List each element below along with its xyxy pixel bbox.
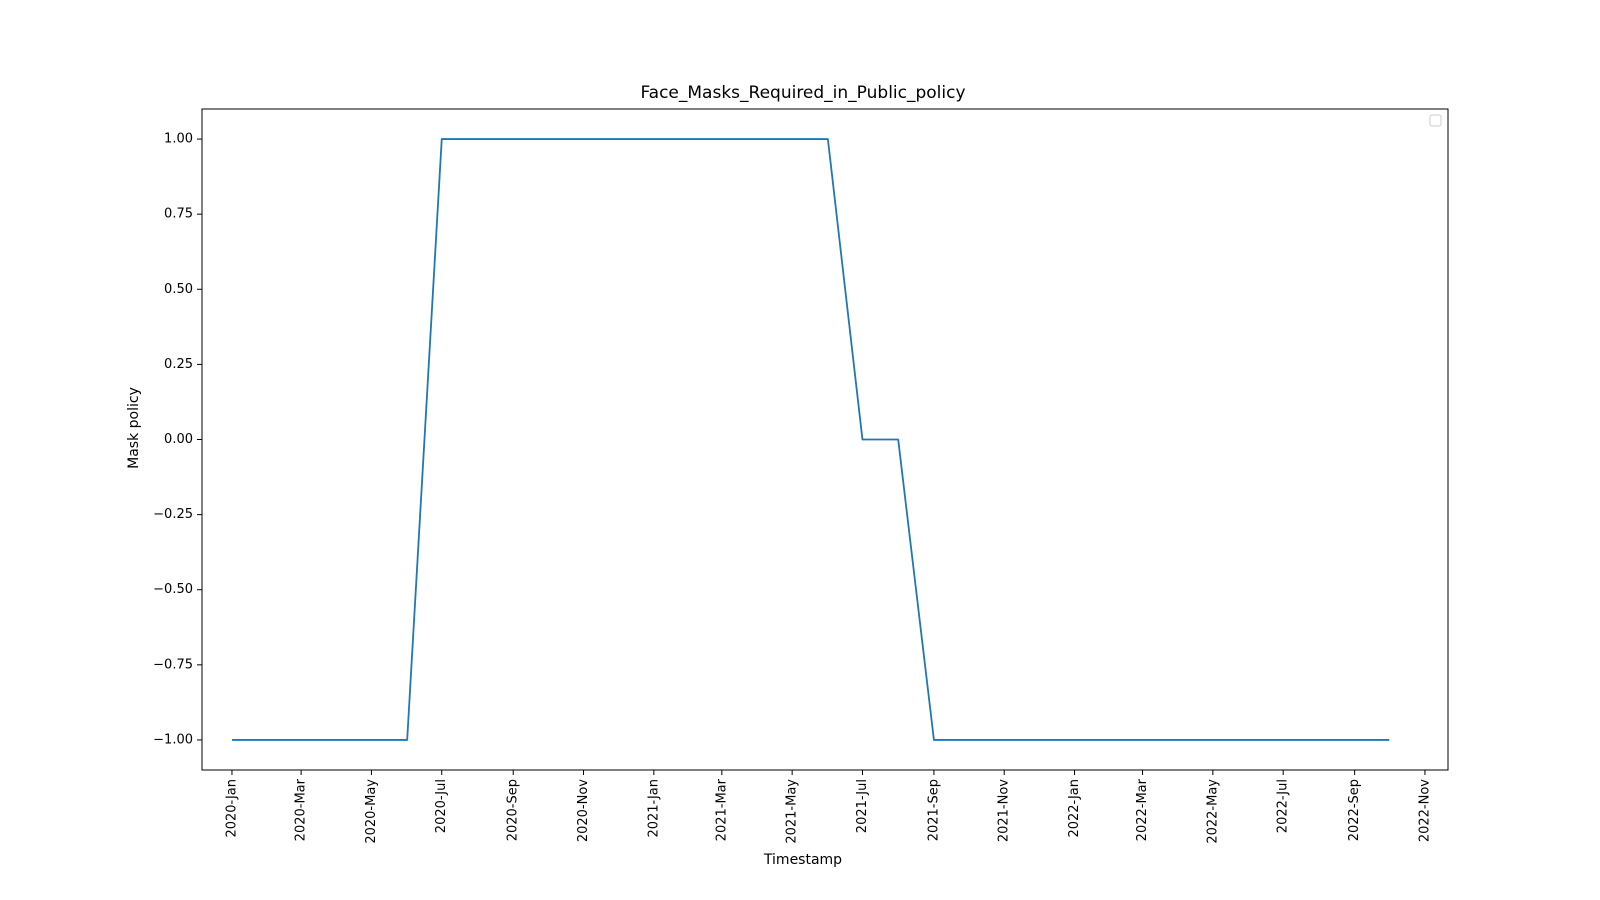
x-tick-label: 2021-May bbox=[785, 779, 800, 844]
x-axis-label: Timestamp bbox=[763, 852, 842, 868]
x-tick-label: 2020-Jan bbox=[224, 779, 239, 838]
chart-title: Face_Masks_Required_in_Public_policy bbox=[640, 83, 965, 103]
x-tick-label: 2022-Sep bbox=[1347, 779, 1362, 841]
x-axis: 2020-Jan 2020-Mar 2020-May 2020-Jul 2020-Sep… bbox=[224, 770, 1432, 844]
x-tick-label: 2021-Nov bbox=[997, 779, 1012, 842]
x-tick-label: 2020-Jul bbox=[434, 779, 449, 833]
plot-area bbox=[231, 138, 1390, 741]
x-tick-label: 2022-May bbox=[1205, 779, 1220, 844]
x-tick-label: 2020-Mar bbox=[294, 778, 309, 841]
x-tick-label: 2022-Jul bbox=[1276, 779, 1291, 833]
y-tick-label: 0.25 bbox=[164, 357, 193, 372]
y-tick-label: 1.00 bbox=[164, 132, 193, 147]
y-tick-label: 0.00 bbox=[164, 432, 193, 447]
x-tick-label: 2021-Mar bbox=[714, 778, 729, 841]
y-tick-label: 0.75 bbox=[164, 207, 193, 222]
legend-box bbox=[1429, 114, 1442, 127]
y-axis-label: Mask policy bbox=[126, 387, 142, 469]
y-axis: 1.00 0.75 0.50 0.25 0.00 −0.25 −0.50 −0.75 −1.00 bbox=[153, 132, 202, 747]
y-tick-label: −1.00 bbox=[153, 732, 193, 747]
x-tick-label: 2020-Nov bbox=[576, 779, 591, 842]
x-tick-label: 2021-Jan bbox=[646, 779, 661, 838]
x-tick-label: 2022-Nov bbox=[1417, 779, 1432, 842]
y-tick-label: −0.50 bbox=[153, 582, 193, 597]
x-tick-label: 2022-Jan bbox=[1067, 779, 1082, 838]
y-tick-label: 0.50 bbox=[164, 282, 193, 297]
x-tick-label: 2022-Mar bbox=[1135, 778, 1150, 841]
x-tick-label: 2020-Sep bbox=[506, 779, 521, 841]
y-tick-label: −0.25 bbox=[153, 507, 193, 522]
y-tick-label: −0.75 bbox=[153, 657, 193, 672]
x-tick-label: 2020-May bbox=[364, 779, 379, 844]
series-line bbox=[231, 138, 1390, 741]
x-tick-label: 2021-Jul bbox=[855, 779, 870, 833]
x-tick-label: 2021-Sep bbox=[926, 779, 941, 841]
